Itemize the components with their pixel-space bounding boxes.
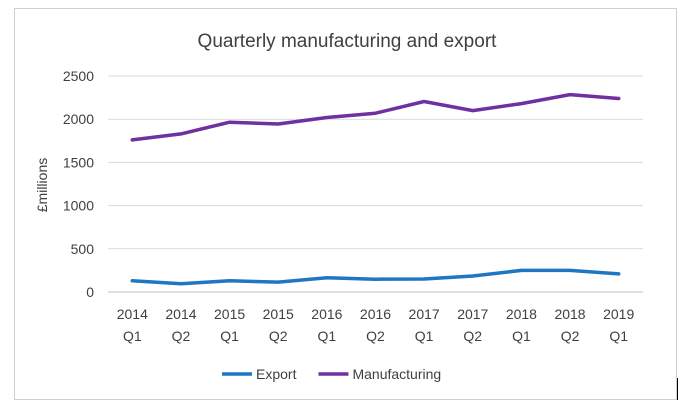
x-tick-label-quarter: Q1 xyxy=(512,328,531,344)
text-cursor xyxy=(677,378,678,400)
chart-area xyxy=(14,8,677,400)
x-tick-label-quarter: Q2 xyxy=(366,328,385,344)
x-tick-label-year: 2016 xyxy=(360,306,391,322)
x-tick-label-year: 2018 xyxy=(554,306,585,322)
legend: Export Manufacturing xyxy=(222,366,441,382)
x-tick-label-quarter: Q2 xyxy=(561,328,580,344)
y-tick-label: 1000 xyxy=(63,198,94,214)
x-tick-label-quarter: Q1 xyxy=(318,328,337,344)
legend-label-export: Export xyxy=(256,366,297,382)
x-tick-label-year: 2014 xyxy=(117,306,148,322)
series-line-manufacturing xyxy=(130,92,621,142)
x-tick-label-year: 2019 xyxy=(603,306,634,322)
x-tick-label-quarter: Q1 xyxy=(609,328,628,344)
y-tick-label: 500 xyxy=(71,241,95,257)
gridlines xyxy=(108,75,643,293)
y-tick-label: 2000 xyxy=(63,111,94,127)
y-axis-label: £millions xyxy=(34,158,50,212)
x-tick-label-year: 2014 xyxy=(165,306,196,322)
x-tick-label-year: 2017 xyxy=(457,306,488,322)
x-tick-label-year: 2017 xyxy=(409,306,440,322)
x-tick-label-year: 2015 xyxy=(263,306,294,322)
x-tick-label-quarter: Q2 xyxy=(269,328,288,344)
y-axis-ticks: 0 500 1000 1500 2000 2500 xyxy=(63,68,94,300)
series-lines xyxy=(130,92,621,286)
chart-title: Quarterly manufacturing and export xyxy=(198,31,498,52)
x-tick-label-quarter: Q1 xyxy=(415,328,434,344)
x-tick-label-quarter: Q2 xyxy=(463,328,482,344)
x-tick-label-year: 2016 xyxy=(311,306,342,322)
x-tick-label-year: 2015 xyxy=(214,306,245,322)
x-tick-label-year: 2018 xyxy=(506,306,537,322)
series-line-export xyxy=(130,268,621,286)
legend-label-manufacturing: Manufacturing xyxy=(352,366,441,382)
x-tick-label-quarter: Q1 xyxy=(220,328,239,344)
y-tick-label: 2500 xyxy=(63,68,94,84)
y-tick-label: 1500 xyxy=(63,154,94,170)
y-tick-label: 0 xyxy=(86,284,94,300)
x-tick-label-quarter: Q2 xyxy=(172,328,191,344)
x-axis-ticks: 2014 Q1 2014 Q2 2015 Q1 2015 Q2 2016 Q1 2016 Q2 2017… xyxy=(117,306,635,344)
x-tick-label-quarter: Q1 xyxy=(123,328,142,344)
